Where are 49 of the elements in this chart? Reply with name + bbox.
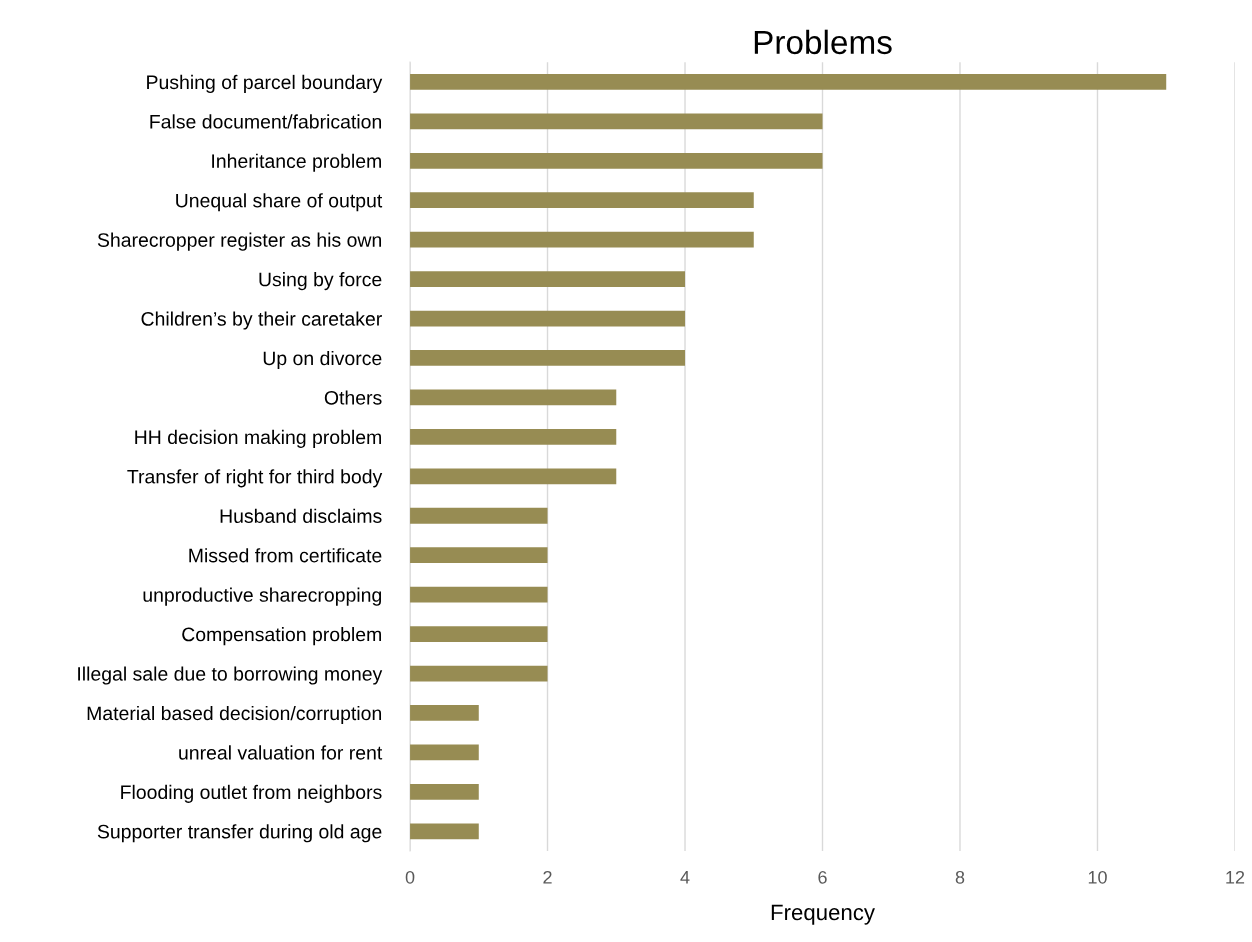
bar — [410, 192, 754, 209]
x-tick-label: 0 — [405, 870, 415, 884]
bar — [410, 468, 617, 485]
y-tick-label: Missed from certificate — [189, 548, 382, 563]
y-tick-label: Using by force — [259, 272, 382, 291]
bar — [410, 547, 548, 564]
y-tick-label: Supporter transfer during old age — [97, 824, 382, 843]
y-tick-label: Unequal share of output — [176, 193, 383, 212]
y-tick-label: Illegal sale due to borrowing money — [78, 666, 383, 685]
bar — [410, 389, 617, 406]
bar — [410, 271, 686, 287]
y-tick-label: Children’s by their caretaker — [141, 311, 382, 330]
x-tick-label: 10 — [1088, 870, 1107, 884]
bar — [410, 231, 754, 248]
x-tick-label: 4 — [680, 871, 690, 884]
y-tick-label: Husband disclaims — [220, 508, 382, 523]
bar — [410, 586, 548, 603]
y-tick-label: Up on divorce — [263, 350, 382, 370]
x-tick-label: 2 — [543, 870, 552, 884]
bar — [410, 705, 479, 721]
chart-title: Problems — [754, 29, 892, 55]
x-tick-label: 12 — [1226, 870, 1245, 884]
y-tick-label: Material based decision/corruption — [87, 705, 382, 725]
bar — [410, 823, 479, 840]
y-tick-label: unreal valuation for rent — [179, 745, 383, 760]
bar — [410, 665, 548, 682]
bar — [410, 507, 548, 524]
y-tick-label: Flooding outlet from neighbors — [121, 784, 382, 803]
y-tick-label: Sharecropper register as his own — [97, 232, 382, 251]
bar — [410, 113, 823, 130]
y-tick-label: Others — [324, 390, 382, 405]
y-tick-label: Compensation problem — [182, 627, 381, 646]
bar — [410, 626, 548, 642]
y-tick-label: Inheritance problem — [212, 153, 381, 172]
bar — [410, 744, 479, 761]
y-tick-label: False document/fabrication — [150, 114, 382, 129]
y-tick-label: unproductive sharecropping — [143, 587, 382, 606]
x-tick-label: 6 — [818, 870, 827, 884]
y-tick-label: Transfer of right for third body — [127, 469, 383, 488]
x-tick-label: 8 — [955, 870, 965, 884]
bar — [410, 152, 823, 169]
y-tick-label: Pushing of parcel boundary — [147, 74, 383, 93]
bar — [410, 74, 1167, 90]
bar — [410, 310, 686, 327]
bar — [410, 428, 617, 445]
bar — [410, 783, 479, 800]
bar — [410, 350, 686, 366]
y-tick-label: HH decision making problem — [135, 429, 381, 448]
x-axis-title: Frequency — [771, 904, 875, 925]
